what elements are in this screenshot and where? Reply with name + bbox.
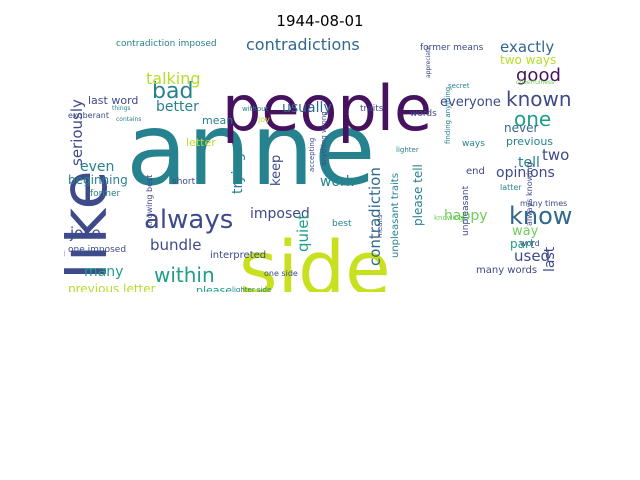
word-former: former [90, 189, 121, 199]
word-secret: secret [448, 82, 470, 90]
word-means: means [376, 214, 384, 238]
word-beginning: beginning [68, 173, 128, 187]
word-known: known [506, 87, 572, 111]
word-previous-letter: previous letter [68, 282, 156, 292]
word-anything-wrong: anything wrong [320, 111, 328, 166]
word-letter: letter [186, 136, 216, 149]
word-usually: usually [282, 100, 332, 116]
word-talking: talking [146, 69, 201, 88]
word-one: one [514, 107, 551, 131]
word-without: without [242, 105, 269, 113]
word-word: word [520, 239, 540, 248]
word-trying: trying [230, 153, 246, 194]
word-people: people [222, 72, 432, 145]
word-part: part [510, 237, 535, 251]
word-cheerfulness: cheerfulness [516, 79, 554, 86]
word-two: two [542, 146, 569, 164]
word-please-tell: please tell [411, 164, 425, 226]
word-interpreted: interpreted [210, 250, 266, 261]
word-words: words [410, 109, 437, 119]
word-short: short [172, 177, 196, 187]
word-traits: traits [360, 104, 384, 114]
word-good: good [516, 65, 561, 86]
word-things: things [112, 105, 131, 112]
word-imposed: imposed [250, 206, 310, 222]
word-former-means: former means [420, 43, 484, 53]
word-many: many [84, 264, 123, 280]
word-please: please [196, 284, 232, 292]
word-contradiction: contradiction [366, 167, 384, 266]
plot-title: 1944-08-01 [276, 12, 364, 30]
word-contains: contains [116, 116, 141, 123]
cloud-background [64, 36, 576, 292]
word-happy: happy [444, 208, 488, 224]
word-always-knowing: always knowing [525, 162, 534, 226]
word-like: like [64, 170, 122, 280]
word-anne: anne [126, 91, 376, 208]
word-better: better [156, 99, 199, 115]
word-many-times: many times [520, 199, 567, 208]
word-many-words: many words [476, 265, 537, 276]
word-contradiction-imposed: contradiction imposed [116, 39, 217, 49]
word-exuberant: exuberant [68, 111, 109, 120]
word-latter: latter [500, 183, 522, 192]
word-previous: previous [506, 135, 553, 148]
word-work: work [320, 174, 355, 190]
word-never: never [504, 121, 538, 135]
word-appreciate: appreciate [425, 46, 432, 78]
word-accepting: accepting [308, 138, 316, 172]
word-opinions: opinions [496, 165, 555, 181]
word-two-ways: two ways [500, 53, 556, 67]
word-tell: tell [518, 155, 540, 171]
word-exactly: exactly [500, 38, 554, 56]
word-best: best [332, 219, 352, 229]
word-knowing: knowing [434, 214, 463, 222]
word-joy: joy [257, 115, 270, 124]
word-bundle: bundle [150, 236, 201, 254]
word-last-word: last word [88, 94, 138, 107]
word-finding-anything: finding anything [444, 87, 452, 144]
word-end: end [466, 166, 485, 177]
word-bad: bad [152, 79, 193, 104]
word-knowing-best: knowing best [145, 175, 154, 228]
word-joke: joke [69, 224, 101, 242]
word-one-side: one side [264, 269, 298, 278]
word-used: used [514, 247, 550, 265]
word-unpleasant-traits: unpleasant traits [390, 173, 401, 258]
word-everyone: everyone [440, 95, 501, 110]
word-side: side [239, 226, 391, 292]
word-ways: ways [462, 139, 485, 149]
word-keep: keep [269, 155, 284, 186]
word-know: know [509, 202, 572, 230]
word-within: within [154, 263, 215, 287]
word-lighter: lighter [396, 146, 419, 154]
word-even: even [80, 159, 114, 175]
word-seriously: seriously [68, 99, 86, 166]
word-last: last [542, 246, 558, 272]
word-mean: mean [202, 114, 233, 127]
word-way: way [512, 224, 539, 239]
word-quiet: quiet [294, 214, 312, 252]
word-contradictions: contradictions [246, 36, 360, 54]
word-unpleasant: unpleasant [461, 185, 471, 236]
word-one-imposed: one imposed [68, 245, 126, 255]
word-lighter-side: lighter side [232, 286, 271, 292]
word-always: always [144, 205, 233, 235]
